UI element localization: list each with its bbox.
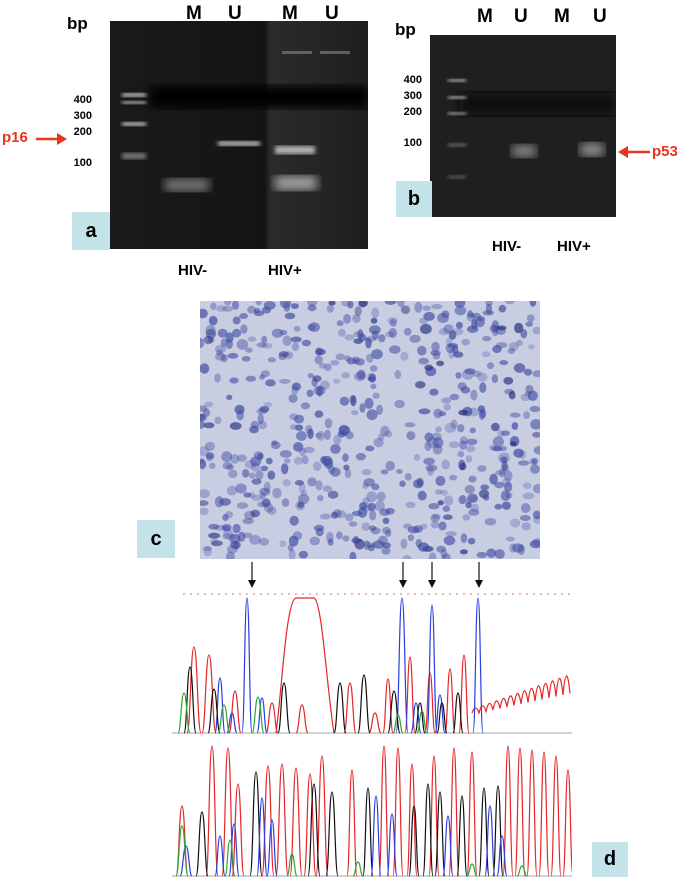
ladder-tick-a-200: 200	[73, 126, 92, 138]
group-label-b-pos: HIV+	[557, 238, 591, 255]
bp-label-b: bp	[395, 20, 416, 39]
ladder-tick-b-400: 400	[403, 74, 422, 86]
ladder-tick-b-200: 200	[403, 106, 422, 118]
marker-label-p53: p53	[652, 143, 678, 160]
sequencing-chromatogram	[172, 562, 572, 877]
lane-label-a2: U	[228, 3, 242, 24]
marker-label-p16: p16	[2, 129, 28, 146]
gel-image-b	[430, 35, 616, 217]
panel-tag-a: a	[72, 212, 110, 250]
tissue-micrograph	[200, 301, 540, 559]
ladder-tick-a-100: 100	[73, 157, 92, 169]
lane-label-b3: M	[554, 6, 570, 27]
group-label-a-neg: HIV-	[178, 262, 208, 279]
group-label-b-neg: HIV-	[492, 238, 522, 255]
panel-tag-b: b	[396, 181, 432, 217]
ladder-tick-a-300: 300	[73, 110, 92, 122]
ladder-tick-b-300: 300	[403, 90, 422, 102]
group-label-a-pos: HIV+	[268, 262, 302, 279]
lane-label-b4: U	[593, 6, 607, 27]
panel-tag-c: c	[137, 520, 175, 558]
panel-tag-d: d	[592, 842, 628, 877]
gel-image-a	[110, 21, 368, 249]
ladder-tick-a-400: 400	[73, 94, 92, 106]
bp-label-a: bp	[67, 14, 88, 33]
arrow-left-icon	[618, 146, 650, 158]
lane-label-b1: M	[477, 6, 493, 27]
lane-label-a1: M	[186, 3, 202, 24]
lane-label-a4: U	[325, 3, 339, 24]
lane-label-a3: M	[282, 3, 298, 24]
arrow-right-icon	[36, 133, 67, 145]
ladder-tick-b-100: 100	[403, 137, 422, 149]
lane-label-b2: U	[514, 6, 528, 27]
